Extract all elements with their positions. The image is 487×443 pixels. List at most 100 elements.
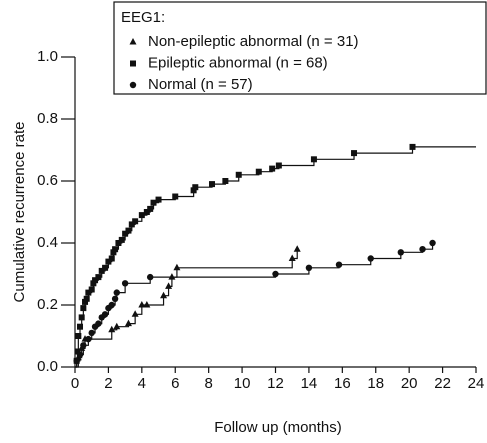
x-tick-label: 2 <box>104 375 112 392</box>
event-marker <box>102 264 109 271</box>
event-marker <box>78 314 85 321</box>
event-marker <box>95 320 102 327</box>
event-marker <box>143 301 151 308</box>
event-marker <box>255 168 262 175</box>
event-marker <box>160 291 168 299</box>
event-marker <box>108 301 115 309</box>
event-marker <box>74 348 81 355</box>
event-marker <box>75 333 82 339</box>
event-marker <box>111 295 119 302</box>
y-tick-label: 1.0 <box>37 48 58 65</box>
event-marker <box>190 187 197 194</box>
step-line <box>75 243 434 368</box>
event-marker <box>92 277 99 284</box>
event-marker <box>275 162 282 169</box>
event-marker <box>397 249 405 256</box>
event-marker <box>222 178 229 184</box>
event-marker <box>85 335 92 343</box>
event-marker <box>138 212 145 219</box>
event-marker <box>192 184 199 191</box>
y-tick-label: 0.2 <box>37 296 58 313</box>
event-marker <box>143 209 150 215</box>
event-marker <box>235 171 242 178</box>
x-tick-label: 14 <box>301 375 318 392</box>
x-tick-label: 22 <box>434 375 451 392</box>
x-tick-label: 0 <box>71 375 79 392</box>
x-tick-label: 6 <box>171 375 179 392</box>
event-marker <box>113 289 120 296</box>
x-tick-label: 16 <box>334 375 351 392</box>
event-marker <box>113 322 121 330</box>
event-marker <box>80 342 87 349</box>
x-tick-label: 24 <box>468 375 485 392</box>
event-marker <box>150 199 157 206</box>
y-axis-label: Cumulative recurrence rate <box>11 122 28 303</box>
event-marker <box>118 236 125 243</box>
event-marker <box>131 310 139 317</box>
x-tick-label: 18 <box>367 375 384 392</box>
x-tick-label: 12 <box>267 375 284 392</box>
event-marker <box>125 227 132 234</box>
event-marker <box>367 255 374 262</box>
event-marker <box>168 273 176 280</box>
event-marker <box>138 301 146 308</box>
x-tick-label: 10 <box>234 375 251 392</box>
event-marker <box>98 267 105 274</box>
event-marker <box>88 286 95 293</box>
event-marker <box>335 261 343 268</box>
event-marker <box>128 221 135 228</box>
event-marker <box>155 196 162 203</box>
y-tick-label: 0.6 <box>37 172 58 189</box>
step-line <box>75 249 298 368</box>
legend-label: Epileptic abnormal (n = 68) <box>148 54 328 71</box>
event-marker <box>409 143 416 150</box>
legend-marker <box>130 60 136 67</box>
step-line <box>75 146 476 368</box>
event-marker <box>115 240 122 246</box>
event-marker <box>88 329 95 337</box>
x-axis-label: Follow up (months) <box>214 419 342 436</box>
event-marker <box>132 218 139 225</box>
event-marker <box>121 280 129 287</box>
y-tick-label: 0.4 <box>37 234 58 251</box>
event-marker <box>112 246 119 253</box>
event-marker <box>105 258 112 265</box>
event-marker <box>76 351 84 358</box>
legend-label: Normal (n = 57) <box>148 76 253 93</box>
legend-box <box>113 1 487 95</box>
event-marker <box>429 239 436 247</box>
event-marker <box>82 298 89 305</box>
event-marker <box>85 289 92 296</box>
event-marker <box>305 264 313 271</box>
legend-label: Non-epileptic abnormal (n = 31) <box>148 33 359 50</box>
y-tick-label: 0.8 <box>37 110 58 127</box>
event-marker <box>110 249 117 256</box>
event-marker <box>272 270 279 278</box>
event-marker <box>108 255 115 262</box>
legend-marker <box>129 38 137 45</box>
event-marker <box>173 263 181 271</box>
legend-marker <box>129 81 137 89</box>
event-marker <box>165 282 173 289</box>
event-marker <box>77 323 84 330</box>
event-marker <box>293 245 301 252</box>
x-tick-label: 4 <box>138 375 146 392</box>
event-marker <box>90 280 97 287</box>
event-marker <box>83 295 90 302</box>
event-marker <box>419 246 426 253</box>
event-marker <box>310 156 317 163</box>
event-marker <box>122 230 129 237</box>
event-marker <box>351 150 358 157</box>
event-marker <box>108 325 116 333</box>
event-marker <box>269 165 276 172</box>
event-marker <box>124 319 132 327</box>
event-marker <box>80 305 87 312</box>
legend-title: EEG1: <box>121 9 165 26</box>
event-marker <box>95 274 102 281</box>
event-marker <box>172 193 179 200</box>
event-marker <box>209 181 216 188</box>
event-marker <box>101 311 109 318</box>
event-marker <box>73 357 80 364</box>
event-marker <box>288 254 296 261</box>
